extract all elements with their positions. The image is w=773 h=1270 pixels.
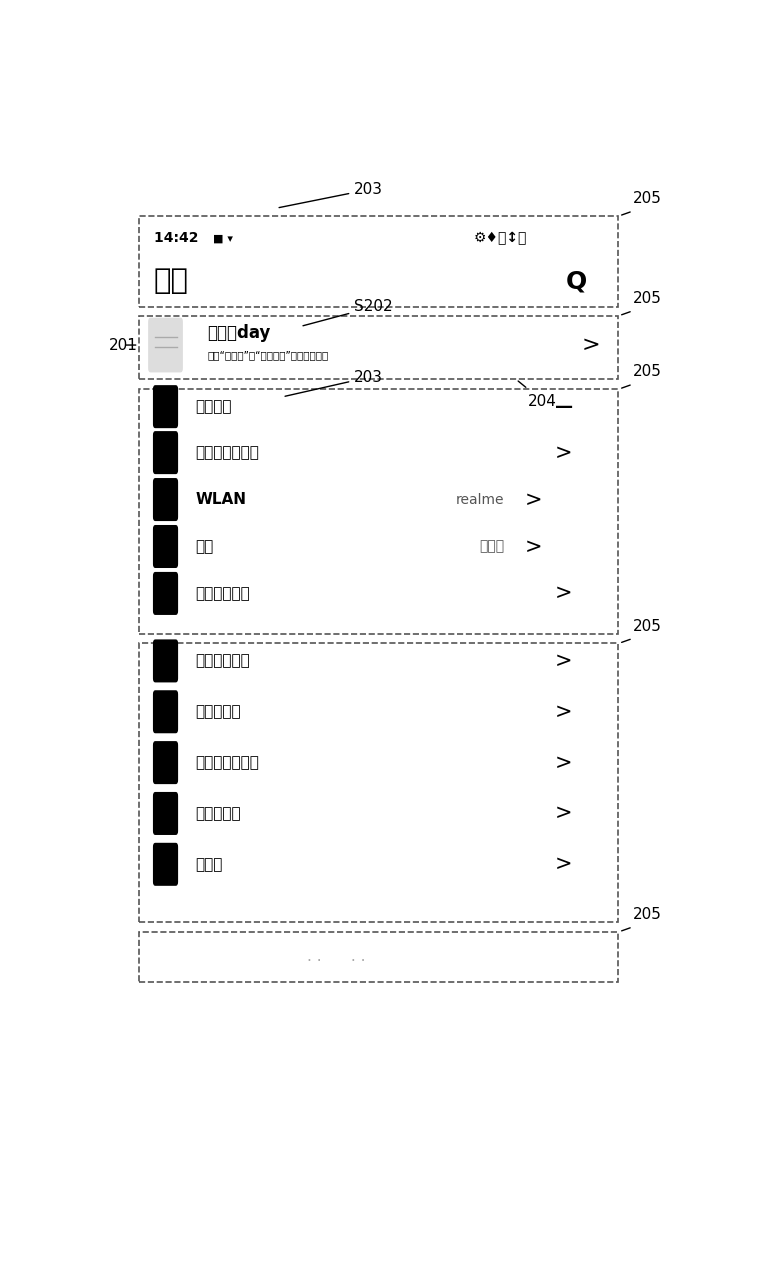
Text: >: > [525,489,543,509]
FancyBboxPatch shape [153,792,178,834]
Text: ■ ▾: ■ ▾ [213,234,233,244]
Text: 通知与状态栏: 通知与状态栏 [196,653,250,668]
Text: . .      . .: . . . . [307,949,366,964]
Bar [138,316,618,380]
FancyBboxPatch shape [153,431,178,474]
Text: 205: 205 [633,192,662,206]
FancyBboxPatch shape [153,843,178,886]
Text: 14:42: 14:42 [154,231,203,245]
Text: Q: Q [565,269,587,293]
Text: >: > [555,583,573,603]
Text: 显示与亮度: 显示与亮度 [196,705,241,719]
Text: realme: realme [455,493,504,507]
Text: >: > [555,753,573,772]
Text: 声音与振动: 声音与振动 [196,806,241,820]
Text: ⚙♦ⓞ↕Ⓕ: ⚙♦ⓞ↕Ⓕ [474,231,527,245]
Text: 205: 205 [633,291,662,306]
Text: 205: 205 [633,907,662,922]
Text: >: > [581,335,600,356]
Text: 203: 203 [279,182,383,207]
Text: 203: 203 [285,370,383,396]
Text: >: > [555,702,573,721]
FancyBboxPatch shape [153,742,178,784]
Text: >: > [555,443,573,462]
Text: 已开启: 已开启 [478,540,504,554]
Text: >: > [555,804,573,823]
Text: 其他无线连接: 其他无线连接 [196,585,250,601]
Text: 免打扰: 免打扰 [196,857,223,871]
Text: 205: 205 [633,618,662,634]
FancyBboxPatch shape [153,572,178,615]
Text: 双卡与移动网络: 双卡与移动网络 [196,444,260,460]
Bar [138,932,618,982]
FancyBboxPatch shape [153,525,178,568]
Text: 飞行模式: 飞行模式 [196,399,232,414]
FancyBboxPatch shape [148,318,183,372]
Text: >: > [555,652,573,671]
Text: 林先生day: 林先生day [207,324,271,343]
Text: 设置: 设置 [154,268,189,296]
FancyBboxPatch shape [153,385,178,428]
Text: 205: 205 [633,364,662,380]
FancyBboxPatch shape [153,639,178,682]
Bar [138,644,618,922]
Bar [138,389,618,634]
Text: >: > [555,855,573,874]
Bar [138,216,618,307]
FancyBboxPatch shape [153,478,178,521]
Text: WLAN: WLAN [196,491,247,507]
Text: —: — [555,398,573,415]
Text: 201: 201 [108,338,138,353]
Text: 桌面与锁屏杂志: 桌面与锁屏杂志 [196,756,260,770]
Text: 204: 204 [528,394,557,409]
Text: >: > [525,536,543,556]
Text: 管理“云服务”、“查找手机”、登录设备等: 管理“云服务”、“查找手机”、登录设备等 [207,349,329,359]
Text: 蓝牙: 蓝牙 [196,538,213,554]
FancyBboxPatch shape [153,691,178,733]
Text: S202: S202 [303,300,393,325]
